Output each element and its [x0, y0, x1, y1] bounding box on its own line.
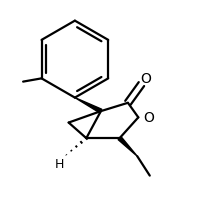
Text: O: O — [143, 111, 154, 125]
Polygon shape — [118, 137, 137, 156]
Text: H: H — [54, 158, 64, 171]
Polygon shape — [75, 98, 102, 113]
Text: O: O — [140, 72, 151, 86]
